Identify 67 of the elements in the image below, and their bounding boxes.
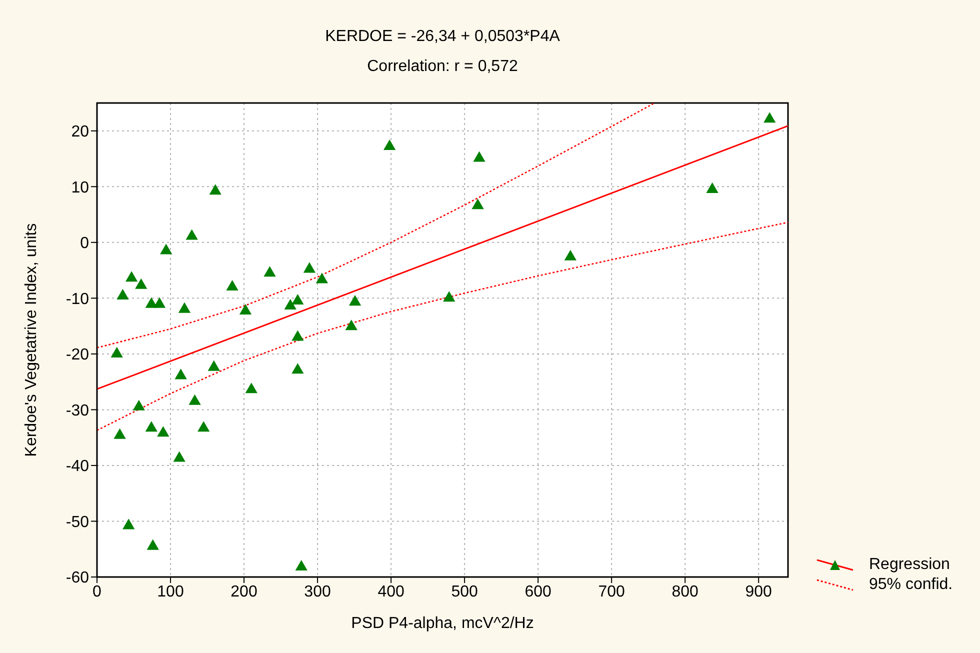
point bbox=[383, 139, 396, 150]
x-tick-label: 200 bbox=[230, 583, 258, 600]
point bbox=[173, 451, 186, 462]
x-tick-label: 600 bbox=[524, 583, 552, 600]
x-tick-label: 800 bbox=[672, 583, 699, 600]
x-tick-label: 500 bbox=[451, 583, 478, 600]
point bbox=[226, 280, 238, 291]
x-tick-label: 100 bbox=[157, 583, 184, 600]
point bbox=[564, 250, 576, 260]
point bbox=[122, 518, 135, 530]
point bbox=[145, 421, 158, 432]
point bbox=[303, 262, 316, 273]
y-tick-label: -20 bbox=[66, 346, 90, 364]
point bbox=[160, 244, 172, 254]
chart-title: KERDOE = -26,34 + 0,0503*P4A bbox=[324, 28, 561, 46]
point bbox=[110, 346, 123, 358]
line-series bbox=[97, 222, 788, 431]
point bbox=[178, 302, 191, 313]
y-axis-title: Kerdoe's Vegetatrive Index, units bbox=[23, 223, 41, 457]
y-tick-label: -40 bbox=[66, 458, 90, 476]
x-axis-title: PSD P4-alpha, mcV^2/Hz bbox=[350, 615, 535, 633]
y-tick-label: 0 bbox=[80, 235, 90, 252]
point bbox=[157, 426, 170, 437]
chart-subtitle: Correlation: r = 0,572 bbox=[366, 58, 519, 76]
x-tick-label: 0 bbox=[92, 583, 102, 600]
point bbox=[174, 368, 187, 380]
point bbox=[125, 271, 138, 282]
point bbox=[198, 421, 210, 432]
x-tick-label: 400 bbox=[378, 583, 404, 600]
point bbox=[208, 360, 220, 371]
point bbox=[472, 198, 484, 210]
x-tick-label: 900 bbox=[745, 583, 772, 600]
point bbox=[114, 428, 126, 439]
point bbox=[116, 288, 129, 300]
y-tick-label: -30 bbox=[66, 402, 90, 420]
y-tick-label: 20 bbox=[71, 124, 90, 141]
point bbox=[316, 272, 328, 284]
x-tick-label: 700 bbox=[598, 583, 626, 600]
point bbox=[345, 320, 358, 330]
point bbox=[264, 266, 276, 277]
point bbox=[239, 304, 252, 315]
point bbox=[135, 278, 148, 289]
y-tick-label: -50 bbox=[66, 514, 90, 531]
legend-label: Regression bbox=[869, 556, 950, 574]
point bbox=[245, 382, 258, 394]
point bbox=[284, 298, 296, 310]
point bbox=[764, 112, 776, 123]
y-tick-label: -10 bbox=[66, 290, 90, 308]
point bbox=[473, 151, 486, 162]
point bbox=[348, 295, 362, 306]
point bbox=[292, 363, 304, 374]
point bbox=[132, 400, 145, 410]
point bbox=[188, 394, 201, 405]
point bbox=[186, 229, 198, 240]
point bbox=[706, 182, 718, 193]
legend-label: 95% confid. bbox=[869, 576, 953, 594]
point bbox=[209, 184, 222, 195]
point bbox=[443, 291, 456, 302]
point bbox=[295, 560, 308, 570]
x-tick-label: 300 bbox=[304, 583, 331, 600]
point bbox=[292, 330, 304, 341]
line-series bbox=[97, 103, 654, 348]
point bbox=[292, 294, 304, 304]
point bbox=[153, 297, 166, 308]
point bbox=[146, 539, 159, 550]
y-tick-label: 10 bbox=[71, 179, 90, 196]
y-tick-label: -60 bbox=[66, 570, 90, 587]
